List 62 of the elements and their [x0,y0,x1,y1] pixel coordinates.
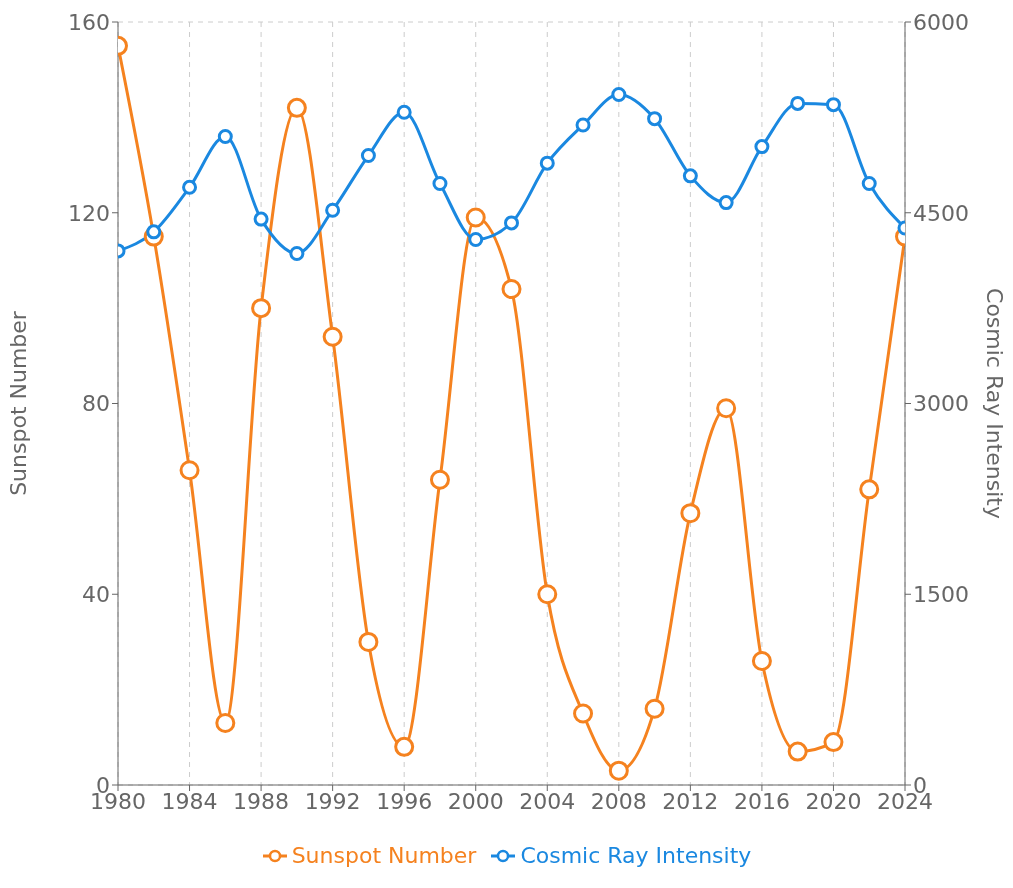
point [396,104,412,120]
y2-tick-label: 6000 [913,9,969,35]
point [394,736,415,757]
x-tick-label: 2004 [519,788,576,814]
point [716,398,737,419]
x-tick-label: 2000 [447,788,504,814]
point [325,202,341,218]
point [608,760,629,781]
point [253,211,269,227]
x-tick-label: 1992 [304,788,361,814]
y2-tick-label: 1500 [913,582,969,608]
legend-label: Sunspot Number [290,843,477,868]
point [182,179,198,195]
point [790,95,806,111]
point [429,469,450,490]
y2-axis-title: Cosmic Ray Intensity [982,288,1008,519]
y-tick-label: 40 [82,582,110,608]
point [682,168,698,184]
point [501,279,522,300]
point [751,651,772,672]
y-tick-label: 80 [82,391,110,417]
point [823,732,844,753]
point [787,741,808,762]
point [718,195,734,211]
point [360,148,376,164]
x-tick-label: 1984 [161,788,218,814]
point [859,479,880,500]
x-tick-label: 2008 [590,788,647,814]
point [504,215,519,231]
y-axis-title: Sunspot Number [5,310,31,496]
point [432,176,448,191]
y-tick-label: 160 [68,9,110,35]
point [215,713,236,734]
point [825,97,841,113]
point [537,584,558,605]
y2-tick-label: 4500 [913,200,969,226]
point [644,698,665,719]
point [179,460,200,481]
point [573,703,594,724]
y2-tick-label: 3000 [913,391,969,417]
point [358,631,379,652]
point [647,111,663,127]
point [575,117,591,133]
point [251,298,272,319]
point [468,231,484,247]
point [322,326,343,347]
y-tick-label: 120 [68,200,110,226]
x-tick-label: 2020 [805,788,862,814]
point [289,245,305,261]
point [861,176,877,191]
point [754,139,770,155]
point [286,97,307,118]
x-tick-label: 1988 [233,788,290,814]
point [539,155,555,171]
x-tick-label: 2012 [662,788,719,814]
point [465,207,486,228]
x-tick-label: 1996 [376,788,433,814]
point [680,503,701,524]
x-tick-label: 2016 [733,788,790,814]
point [611,86,627,102]
legend-label: Cosmic Ray Intensity [519,843,752,868]
point [217,128,233,144]
